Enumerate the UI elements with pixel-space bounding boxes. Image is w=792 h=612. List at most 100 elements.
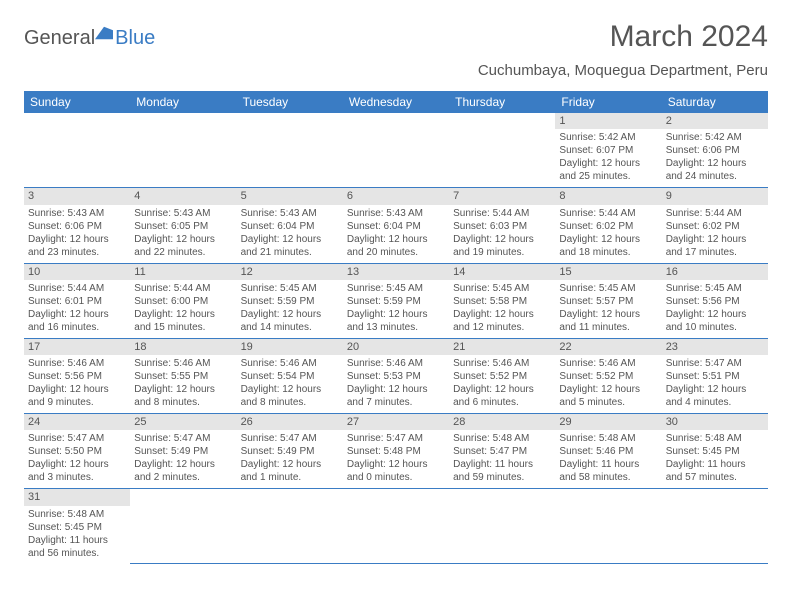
daylight-text: Daylight: 12 hours and 9 minutes. xyxy=(28,383,126,409)
day-number: 19 xyxy=(237,339,343,355)
sunrise-text: Sunrise: 5:47 AM xyxy=(347,432,445,445)
day-number: 7 xyxy=(449,188,555,204)
sunrise-text: Sunrise: 5:48 AM xyxy=(559,432,657,445)
day-cell: 2Sunrise: 5:42 AMSunset: 6:06 PMDaylight… xyxy=(662,113,768,188)
day-number: 12 xyxy=(237,264,343,280)
header: General Blue March 2024 Cuchumbaya, Moqu… xyxy=(24,20,768,79)
sunrise-text: Sunrise: 5:43 AM xyxy=(241,207,339,220)
day-cell: 28Sunrise: 5:48 AMSunset: 5:47 PMDayligh… xyxy=(449,414,555,489)
page-title: March 2024 xyxy=(478,20,768,54)
day-number: 4 xyxy=(130,188,236,204)
empty-cell xyxy=(662,489,768,564)
day-cell: 27Sunrise: 5:47 AMSunset: 5:48 PMDayligh… xyxy=(343,414,449,489)
day-number: 9 xyxy=(662,188,768,204)
weekday-header: Wednesday xyxy=(343,91,449,113)
daylight-text: Daylight: 12 hours and 18 minutes. xyxy=(559,233,657,259)
sunrise-text: Sunrise: 5:46 AM xyxy=(134,357,232,370)
day-cell: 14Sunrise: 5:45 AMSunset: 5:58 PMDayligh… xyxy=(449,263,555,338)
sunset-text: Sunset: 5:59 PM xyxy=(241,295,339,308)
daylight-text: Daylight: 12 hours and 24 minutes. xyxy=(666,157,764,183)
day-cell: 22Sunrise: 5:46 AMSunset: 5:52 PMDayligh… xyxy=(555,338,661,413)
empty-cell xyxy=(449,489,555,564)
sunrise-text: Sunrise: 5:44 AM xyxy=(666,207,764,220)
sunset-text: Sunset: 5:48 PM xyxy=(347,445,445,458)
logo: General Blue xyxy=(24,26,155,50)
daylight-text: Daylight: 12 hours and 1 minute. xyxy=(241,458,339,484)
logo-text-general: General xyxy=(24,27,95,50)
day-cell: 31Sunrise: 5:48 AMSunset: 5:45 PMDayligh… xyxy=(24,489,130,564)
day-cell: 13Sunrise: 5:45 AMSunset: 5:59 PMDayligh… xyxy=(343,263,449,338)
sunrise-text: Sunrise: 5:48 AM xyxy=(666,432,764,445)
sunrise-text: Sunrise: 5:46 AM xyxy=(559,357,657,370)
daylight-text: Daylight: 12 hours and 14 minutes. xyxy=(241,308,339,334)
sunset-text: Sunset: 6:07 PM xyxy=(559,144,657,157)
day-cell: 9Sunrise: 5:44 AMSunset: 6:02 PMDaylight… xyxy=(662,188,768,263)
sunset-text: Sunset: 5:52 PM xyxy=(453,370,551,383)
day-number: 13 xyxy=(343,264,449,280)
sunset-text: Sunset: 5:59 PM xyxy=(347,295,445,308)
empty-cell xyxy=(555,489,661,564)
daylight-text: Daylight: 12 hours and 13 minutes. xyxy=(347,308,445,334)
day-number: 6 xyxy=(343,188,449,204)
daylight-text: Daylight: 12 hours and 19 minutes. xyxy=(453,233,551,259)
day-number: 29 xyxy=(555,414,661,430)
weekday-header: Friday xyxy=(555,91,661,113)
weekday-header: Sunday xyxy=(24,91,130,113)
logo-icon xyxy=(95,26,113,40)
sunset-text: Sunset: 6:00 PM xyxy=(134,295,232,308)
day-number: 26 xyxy=(237,414,343,430)
location: Cuchumbaya, Moquegua Department, Peru xyxy=(478,62,768,79)
sunrise-text: Sunrise: 5:44 AM xyxy=(559,207,657,220)
empty-cell xyxy=(237,113,343,188)
daylight-text: Daylight: 12 hours and 22 minutes. xyxy=(134,233,232,259)
sunset-text: Sunset: 5:45 PM xyxy=(666,445,764,458)
day-cell: 8Sunrise: 5:44 AMSunset: 6:02 PMDaylight… xyxy=(555,188,661,263)
empty-cell xyxy=(449,113,555,188)
sunset-text: Sunset: 5:49 PM xyxy=(134,445,232,458)
sunset-text: Sunset: 5:55 PM xyxy=(134,370,232,383)
day-number: 8 xyxy=(555,188,661,204)
sunrise-text: Sunrise: 5:43 AM xyxy=(28,207,126,220)
empty-cell xyxy=(24,113,130,188)
sunset-text: Sunset: 5:46 PM xyxy=(559,445,657,458)
daylight-text: Daylight: 12 hours and 2 minutes. xyxy=(134,458,232,484)
day-cell: 29Sunrise: 5:48 AMSunset: 5:46 PMDayligh… xyxy=(555,414,661,489)
sunrise-text: Sunrise: 5:46 AM xyxy=(347,357,445,370)
day-number: 30 xyxy=(662,414,768,430)
empty-cell xyxy=(343,113,449,188)
daylight-text: Daylight: 12 hours and 11 minutes. xyxy=(559,308,657,334)
day-cell: 5Sunrise: 5:43 AMSunset: 6:04 PMDaylight… xyxy=(237,188,343,263)
day-cell: 4Sunrise: 5:43 AMSunset: 6:05 PMDaylight… xyxy=(130,188,236,263)
day-number: 5 xyxy=(237,188,343,204)
empty-cell xyxy=(130,489,236,564)
day-cell: 12Sunrise: 5:45 AMSunset: 5:59 PMDayligh… xyxy=(237,263,343,338)
daylight-text: Daylight: 12 hours and 12 minutes. xyxy=(453,308,551,334)
sunrise-text: Sunrise: 5:44 AM xyxy=(28,282,126,295)
sunset-text: Sunset: 5:56 PM xyxy=(666,295,764,308)
sunrise-text: Sunrise: 5:42 AM xyxy=(666,131,764,144)
sunset-text: Sunset: 6:02 PM xyxy=(666,220,764,233)
sunset-text: Sunset: 5:47 PM xyxy=(453,445,551,458)
daylight-text: Daylight: 12 hours and 0 minutes. xyxy=(347,458,445,484)
daylight-text: Daylight: 12 hours and 4 minutes. xyxy=(666,383,764,409)
day-number: 28 xyxy=(449,414,555,430)
weekday-header: Thursday xyxy=(449,91,555,113)
sunset-text: Sunset: 5:54 PM xyxy=(241,370,339,383)
day-cell: 7Sunrise: 5:44 AMSunset: 6:03 PMDaylight… xyxy=(449,188,555,263)
sunset-text: Sunset: 5:49 PM xyxy=(241,445,339,458)
sunrise-text: Sunrise: 5:46 AM xyxy=(241,357,339,370)
sunrise-text: Sunrise: 5:48 AM xyxy=(28,508,126,521)
weekday-header: Saturday xyxy=(662,91,768,113)
day-cell: 25Sunrise: 5:47 AMSunset: 5:49 PMDayligh… xyxy=(130,414,236,489)
day-number: 16 xyxy=(662,264,768,280)
day-cell: 20Sunrise: 5:46 AMSunset: 5:53 PMDayligh… xyxy=(343,338,449,413)
day-number: 10 xyxy=(24,264,130,280)
daylight-text: Daylight: 12 hours and 20 minutes. xyxy=(347,233,445,259)
sunset-text: Sunset: 5:45 PM xyxy=(28,521,126,534)
daylight-text: Daylight: 11 hours and 56 minutes. xyxy=(28,534,126,560)
daylight-text: Daylight: 12 hours and 23 minutes. xyxy=(28,233,126,259)
sunrise-text: Sunrise: 5:46 AM xyxy=(28,357,126,370)
daylight-text: Daylight: 12 hours and 5 minutes. xyxy=(559,383,657,409)
daylight-text: Daylight: 12 hours and 10 minutes. xyxy=(666,308,764,334)
day-number: 17 xyxy=(24,339,130,355)
